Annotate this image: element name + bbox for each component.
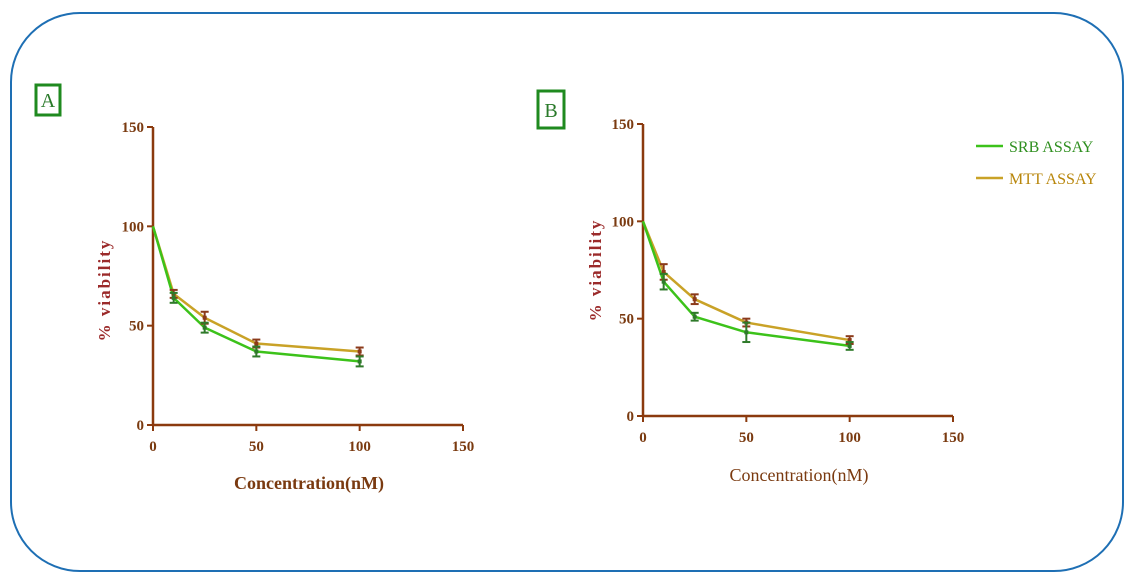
data-point-srb-a bbox=[171, 295, 176, 300]
data-point-srb-a bbox=[357, 359, 362, 364]
data-point-mtt-a bbox=[357, 349, 362, 354]
x-tick-label-a: 0 bbox=[149, 439, 157, 455]
axes-b: 0 50 100 150 0 50 100 150 bbox=[612, 117, 965, 446]
data-point-srb-b bbox=[661, 279, 666, 284]
y-tick-label-b: 150 bbox=[612, 117, 635, 133]
data-point-srb-a bbox=[254, 349, 259, 354]
series-line-mtt-a bbox=[151, 225, 360, 353]
panel-label-box-a bbox=[34, 83, 62, 117]
data-point-mtt-b bbox=[661, 269, 666, 274]
y-tick-label-b: 50 bbox=[619, 312, 634, 328]
data-point-srb-a bbox=[202, 325, 207, 330]
x-tick-label-a: 100 bbox=[348, 439, 371, 455]
y-tick-label-b: 100 bbox=[612, 214, 635, 230]
data-point-mtt-b bbox=[692, 297, 697, 302]
legend-label-mtt: MTT ASSAY bbox=[1009, 171, 1097, 188]
panel-label-box-b bbox=[536, 89, 566, 130]
panel-label-a: A bbox=[41, 90, 56, 112]
legend-label-srb: SRB ASSAY bbox=[1009, 139, 1094, 156]
x-tick-label-b: 50 bbox=[739, 430, 754, 446]
y-axis-label-a: % viability bbox=[95, 239, 114, 342]
chart-panel-a: A % viability Concentration(nM) 0 50 100 15… bbox=[34, 83, 475, 494]
y-tick-label-a: 50 bbox=[129, 319, 144, 335]
data-point-mtt-a bbox=[202, 315, 207, 320]
x-tick-label-b: 0 bbox=[639, 430, 647, 446]
x-tick-label-a: 150 bbox=[452, 439, 475, 455]
x-tick-label-b: 150 bbox=[942, 430, 965, 446]
y-tick-label-a: 100 bbox=[122, 219, 145, 235]
y-axis-label-b: % viability bbox=[586, 219, 605, 322]
chart-panel-b: B % viability Concentration(nM) 0 50 100 15… bbox=[536, 89, 965, 486]
x-tick-label-a: 50 bbox=[249, 439, 264, 455]
axes-a: 0 50 100 150 0 50 100 150 bbox=[122, 120, 475, 455]
data-point-mtt-b bbox=[847, 338, 852, 343]
panel-label-b: B bbox=[544, 100, 557, 122]
y-tick-label-a: 0 bbox=[137, 418, 145, 434]
series-marks-a bbox=[151, 225, 364, 368]
figure-canvas: A % viability Concentration(nM) 0 50 100 15… bbox=[34, 83, 1097, 494]
x-tick-label-b: 100 bbox=[838, 430, 861, 446]
data-point-srb-b bbox=[744, 330, 749, 335]
data-point-srb-b bbox=[692, 314, 697, 319]
x-axis-label-b: Concentration(nM) bbox=[730, 465, 869, 486]
y-tick-label-b: 0 bbox=[627, 409, 635, 425]
y-tick-label-a: 150 bbox=[122, 120, 145, 136]
legend: SRB ASSAY MTT ASSAY bbox=[976, 139, 1097, 188]
x-axis-label-a: Concentration(nM) bbox=[234, 473, 384, 494]
series-marks-b bbox=[641, 220, 854, 351]
data-point-mtt-a bbox=[254, 341, 259, 346]
data-point-srb-b bbox=[847, 343, 852, 348]
